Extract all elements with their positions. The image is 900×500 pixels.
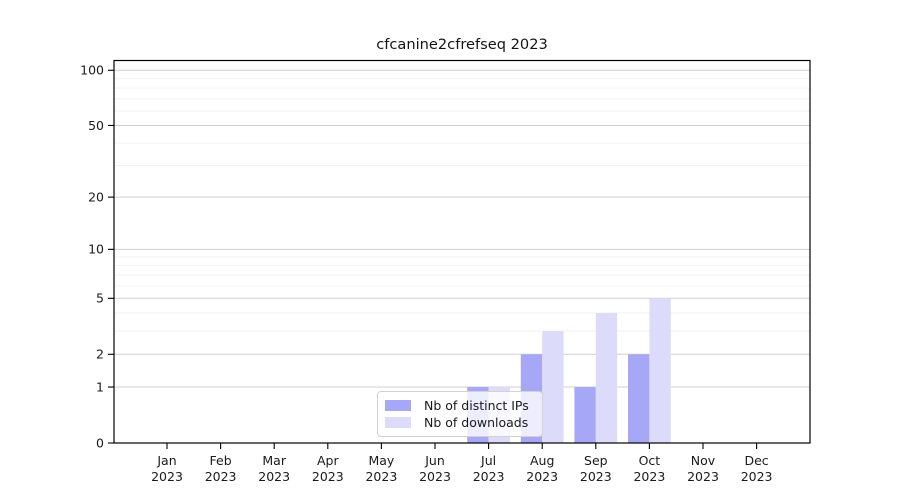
- chart-title: cfcanine2cfrefseq 2023: [376, 36, 548, 53]
- legend-label-downloads: Nb of downloads: [424, 415, 529, 431]
- x-tick-label-month: Jun: [424, 453, 445, 468]
- y-tick-label: 5: [96, 291, 104, 306]
- x-tick-label-year: 2023: [633, 469, 665, 484]
- x-tick-label-year: 2023: [312, 469, 344, 484]
- plot-border: [113, 59, 811, 444]
- x-tick-label-year: 2023: [741, 469, 773, 484]
- x-tick-label-year: 2023: [258, 469, 290, 484]
- x-tick-label-year: 2023: [419, 469, 451, 484]
- x-tick-label-year: 2023: [473, 469, 505, 484]
- x-tick-label-month: Feb: [210, 453, 232, 468]
- bar-distinct-ips: [628, 354, 650, 443]
- y-tick-label: 50: [88, 118, 104, 133]
- bar-downloads: [542, 331, 564, 443]
- x-tick-label-year: 2023: [151, 469, 183, 484]
- x-tick-label-month: Aug: [530, 453, 554, 468]
- x-tick-label-year: 2023: [687, 469, 719, 484]
- y-tick-label: 10: [88, 242, 104, 257]
- legend-label-distinct-ips: Nb of distinct IPs: [424, 397, 529, 413]
- x-tick-label-month: Dec: [744, 453, 768, 468]
- legend-item-distinct-ips: Nb of distinct IPs: [385, 398, 535, 413]
- y-tick-label: 1: [96, 379, 104, 394]
- legend: Nb of distinct IPs Nb of downloads: [377, 391, 543, 437]
- legend-item-downloads: Nb of downloads: [385, 415, 535, 430]
- legend-swatch-downloads: [385, 417, 411, 429]
- y-tick-label: 0: [96, 435, 104, 450]
- x-tick-label-year: 2023: [526, 469, 558, 484]
- x-tick-label-month: Apr: [317, 453, 339, 468]
- x-tick-label-year: 2023: [205, 469, 237, 484]
- x-tick-label-year: 2023: [365, 469, 397, 484]
- x-tick-label-month: May: [368, 453, 394, 468]
- x-tick-label-month: Jan: [156, 453, 176, 468]
- legend-swatch-distinct-ips: [385, 399, 411, 411]
- x-tick-label-month: Sep: [584, 453, 608, 468]
- bar-downloads: [595, 313, 618, 443]
- x-tick-label-month: Mar: [262, 453, 286, 468]
- bar-downloads: [649, 298, 671, 443]
- x-tick-label-month: Nov: [691, 453, 716, 468]
- bar-distinct-ips: [574, 387, 596, 443]
- x-tick-label-month: Oct: [639, 453, 661, 468]
- y-tick-label: 2: [96, 347, 104, 362]
- x-tick-label-year: 2023: [580, 469, 612, 484]
- y-tick-label: 20: [88, 189, 104, 204]
- x-tick-label-month: Jul: [480, 453, 496, 468]
- y-tick-label: 100: [80, 63, 104, 78]
